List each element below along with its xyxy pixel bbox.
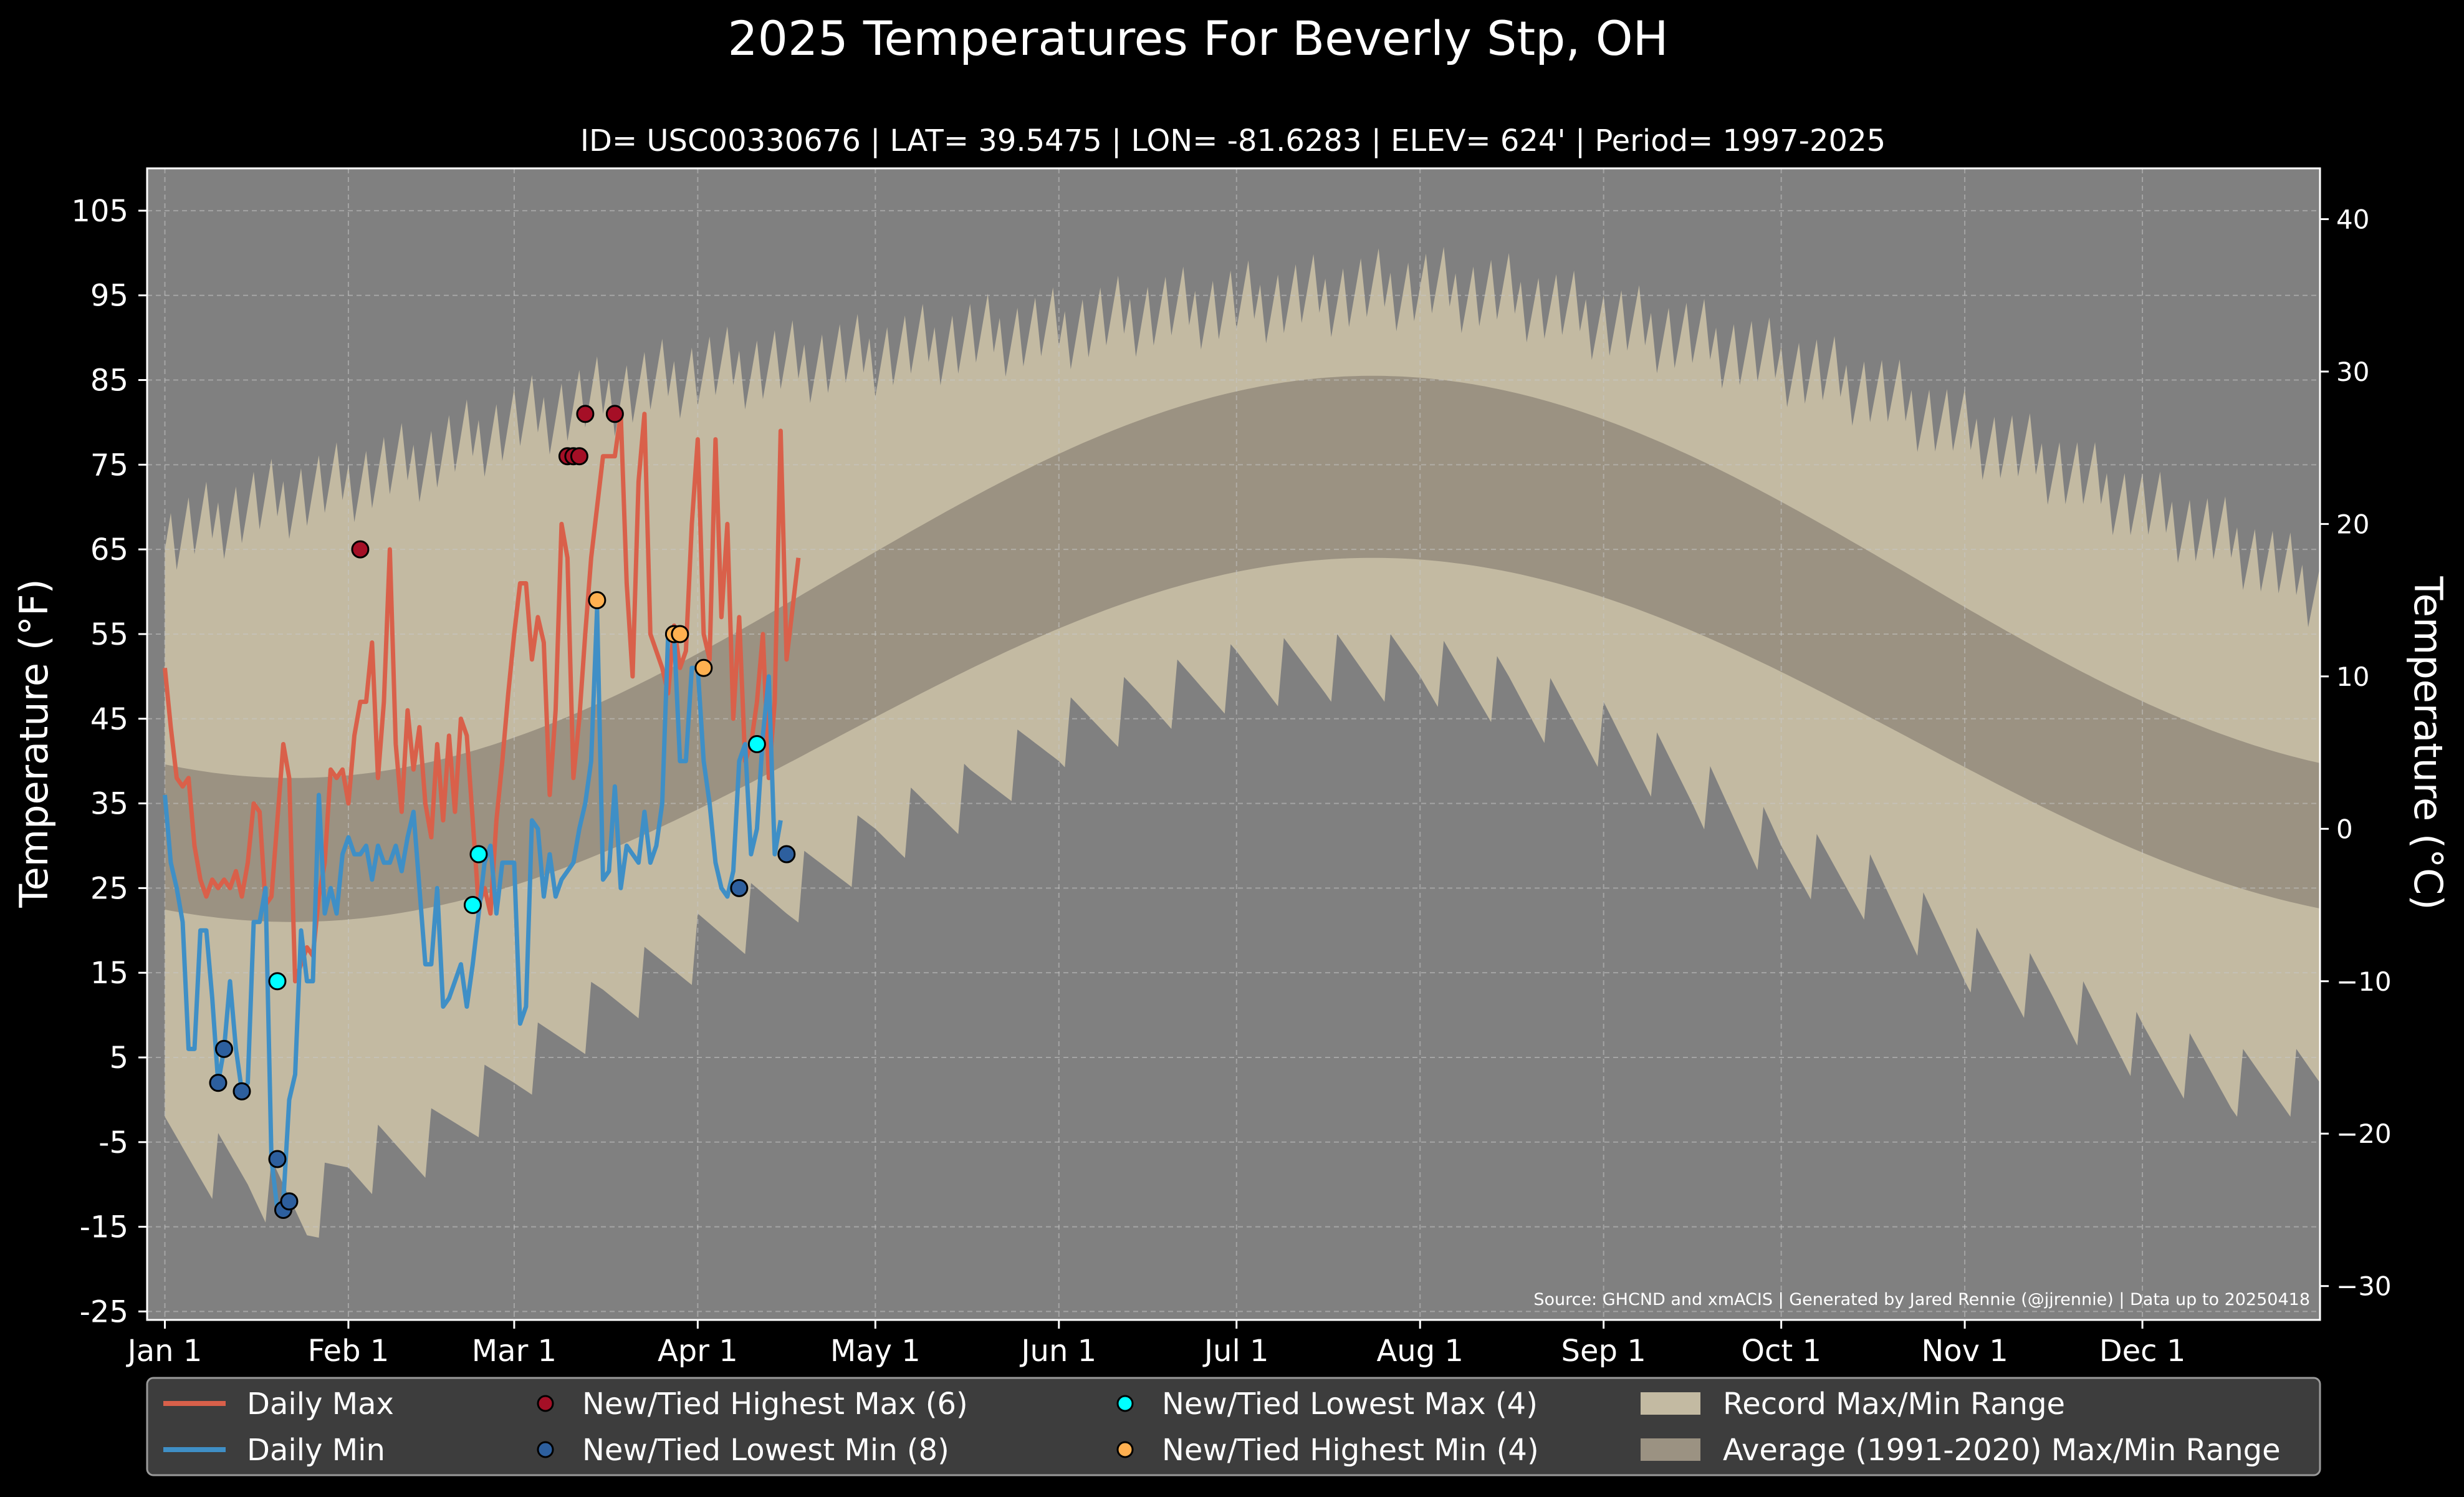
chart-subtitle: ID= USC00330676 | LAT= 39.5475 | LON= -8…: [580, 123, 1886, 158]
highest-min-marker: [671, 625, 689, 643]
legend-swatch-highest_min: [1116, 1441, 1134, 1458]
x-tick-label: Mar 1: [472, 1334, 557, 1369]
legend-box: [146, 1377, 2321, 1476]
legend-label-record_range: Record Max/Min Range: [1723, 1387, 2065, 1422]
y-tick-label-left: -5: [98, 1125, 128, 1160]
lowest-max-marker: [747, 735, 766, 753]
legend-label-average_range: Average (1991-2020) Max/Min Range: [1723, 1433, 2281, 1468]
y-tick-label-right: 20: [2336, 509, 2369, 539]
y-tick-label-right: 10: [2336, 662, 2369, 692]
highest-min-marker: [694, 658, 713, 677]
axes: -25 -15 -5 5 15 25 35 45 55 65 75 85 95 105 −30 −20 −10 0…: [71, 167, 2392, 1369]
highest-max-marker: [605, 405, 624, 423]
legend-label-lowest_max: New/Tied Lowest Max (4): [1162, 1387, 1538, 1422]
lowest-min-marker: [232, 1082, 251, 1100]
x-tick-label: Sep 1: [1561, 1334, 1646, 1369]
lowest-min-marker: [268, 1150, 287, 1168]
legend-label-daily_min: Daily Min: [247, 1433, 385, 1468]
chart-title: 2025 Temperatures For Beverly Stp, OH: [727, 11, 1668, 66]
lowest-min-marker: [777, 845, 796, 864]
x-tick-label: Nov 1: [1921, 1334, 2008, 1369]
lowest-min-marker: [730, 878, 749, 897]
x-tick-label: Dec 1: [2099, 1334, 2186, 1369]
daily-min-line: [163, 606, 783, 1212]
highest-min-marker: [588, 591, 606, 610]
y-tick-label-right: −30: [2336, 1271, 2392, 1302]
x-tick-label: Oct 1: [1741, 1334, 1821, 1369]
legend-swatch-lowest_max: [1116, 1395, 1134, 1412]
y-tick-label-left: 105: [71, 194, 128, 229]
legend-label-highest_max: New/Tied Highest Max (6): [582, 1387, 968, 1422]
x-tick-label: Jul 1: [1202, 1334, 1269, 1369]
x-tick-label: Jan 1: [126, 1334, 203, 1369]
highest-max-marker: [351, 540, 370, 559]
legend-label-lowest_min: New/Tied Lowest Min (8): [582, 1433, 949, 1468]
x-tick-label: Feb 1: [308, 1334, 390, 1369]
y-axis-label-right: Temperature (°C): [2405, 575, 2451, 910]
y-tick-label-right: −10: [2336, 966, 2392, 997]
y-tick-label-left: 85: [90, 363, 128, 398]
plot-frame: [146, 167, 2321, 1321]
y-tick-label-right: −20: [2336, 1119, 2392, 1149]
lowest-max-marker: [268, 972, 287, 991]
lowest-min-marker: [209, 1074, 228, 1092]
lowest-min-marker: [280, 1192, 299, 1211]
y-tick-label-left: 15: [90, 956, 128, 991]
y-tick-label-right: 40: [2336, 204, 2369, 234]
y-tick-label-left: 5: [109, 1041, 128, 1076]
legend: Daily Max Daily Min New/Tied Highest Max (…: [146, 1377, 2321, 1476]
lowest-max-marker: [463, 896, 482, 915]
legend-label-daily_max: Daily Max: [247, 1387, 394, 1422]
lowest-max-marker: [469, 845, 488, 864]
y-tick-label-left: -25: [80, 1294, 128, 1329]
highest-max-marker: [570, 447, 588, 466]
legend-swatch-average_range: [1641, 1438, 1700, 1461]
y-tick-label-right: 30: [2336, 357, 2369, 387]
legend-swatch-lowest_min: [537, 1441, 554, 1458]
lowest-min-marker: [214, 1039, 233, 1058]
x-tick-label: Apr 1: [658, 1334, 738, 1369]
highest-max-marker: [576, 405, 595, 423]
y-tick-label-left: 75: [90, 448, 128, 483]
legend-swatch-record_range: [1641, 1392, 1700, 1415]
y-tick-label-left: -15: [80, 1210, 128, 1245]
y-tick-label-left: 55: [90, 617, 128, 652]
y-tick-label-left: 35: [90, 787, 128, 822]
x-tick-label: May 1: [830, 1334, 921, 1369]
legend-swatch-highest_max: [537, 1395, 554, 1412]
y-axis-label-left: Temperature (°F): [11, 579, 57, 908]
source-note: Source: GHCND and xmACIS | Generated by …: [1533, 1290, 2310, 1309]
y-tick-label-left: 45: [90, 702, 128, 737]
x-tick-label: Jun 1: [1019, 1334, 1096, 1369]
x-tick-label: Aug 1: [1376, 1334, 1464, 1369]
y-tick-label-left: 95: [90, 279, 128, 314]
plot-area: [147, 168, 2320, 1320]
y-tick-label-left: 25: [90, 871, 128, 906]
legend-label-highest_min: New/Tied Highest Min (4): [1162, 1433, 1539, 1468]
y-tick-label-right: 0: [2336, 814, 2353, 844]
y-tick-label-left: 65: [90, 532, 128, 567]
